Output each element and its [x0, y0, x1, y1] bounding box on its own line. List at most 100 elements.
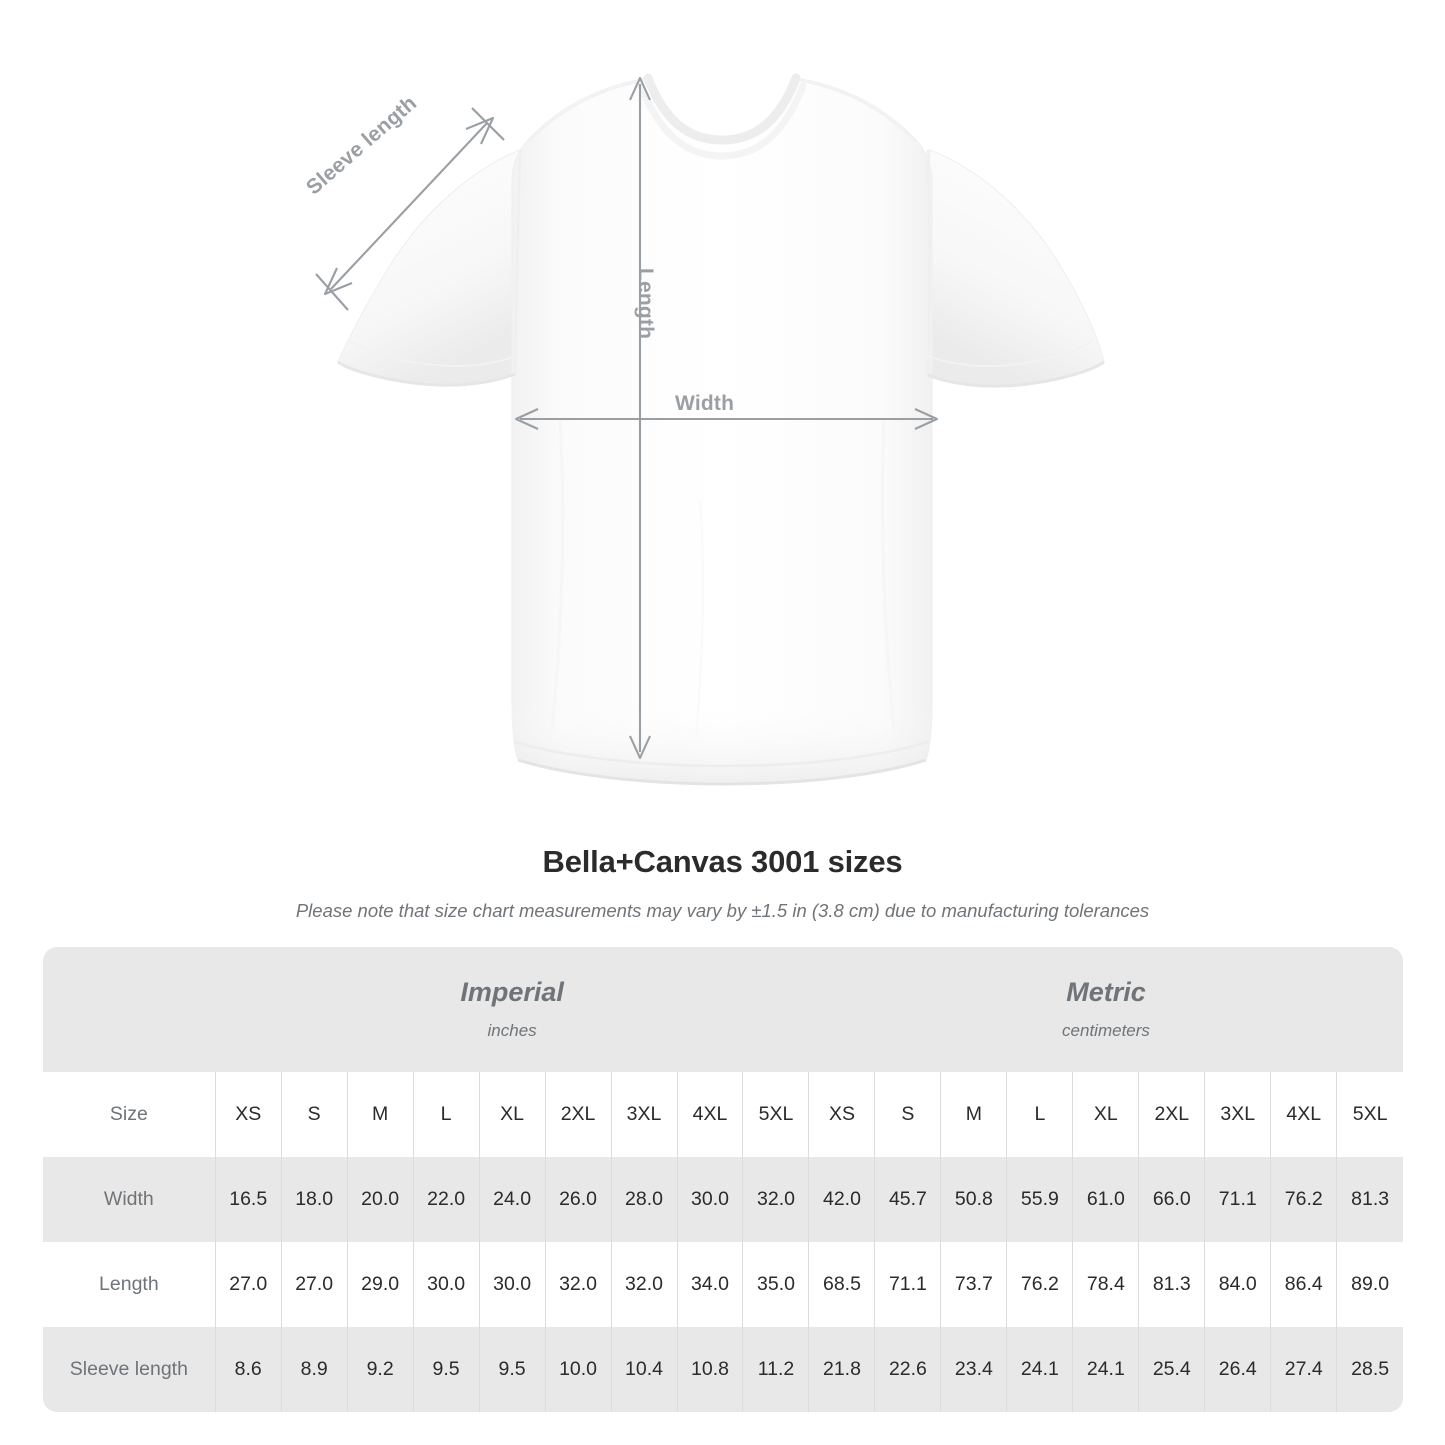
table-cell: 9.5: [412, 1327, 480, 1412]
table-cell: 10.8: [676, 1327, 743, 1412]
table-cell: 27.0: [214, 1242, 282, 1327]
product-illustration: Sleeve length Length Width: [302, 73, 1105, 786]
table-cell: 32.0: [610, 1242, 677, 1327]
unit-group-metric-unit: centimeters: [1062, 1021, 1150, 1041]
table-row: Length 27.0 27.0 29.0 30.0 30.0 32.0 32.…: [43, 1242, 1403, 1327]
size-column-header: XS: [214, 1072, 282, 1157]
table-cell: 22.0: [412, 1157, 480, 1242]
table-cell: 50.8: [940, 1157, 1007, 1242]
unit-group-imperial-name: Imperial: [460, 976, 564, 1007]
table-cell: 81.3: [1336, 1157, 1403, 1242]
size-column-header: 2XL: [544, 1072, 612, 1157]
table-cell: 9.5: [478, 1327, 546, 1412]
table-cell: 42.0: [808, 1157, 875, 1242]
table-cell: 61.0: [1072, 1157, 1139, 1242]
table-cell: 20.0: [346, 1157, 414, 1242]
table-cell: 10.4: [610, 1327, 677, 1412]
table-cell: 71.1: [874, 1242, 941, 1327]
table-cell: 22.6: [874, 1327, 941, 1412]
unit-group-imperial-unit: inches: [487, 1021, 537, 1041]
size-column-header: S: [874, 1072, 941, 1157]
table-cell: 32.0: [742, 1157, 809, 1242]
size-column-header: M: [346, 1072, 414, 1157]
unit-group-metric-name: Metric: [1066, 976, 1146, 1007]
size-table: Imperial inches Metric centimeters Size …: [43, 947, 1403, 1412]
table-cell: 76.2: [1270, 1157, 1337, 1242]
sleeve-length-dimension-arrow: [315, 107, 505, 311]
unit-group-imperial: Imperial inches: [215, 947, 809, 1072]
table-cell: 66.0: [1138, 1157, 1205, 1242]
table-cell: 28.0: [610, 1157, 677, 1242]
table-cell: 30.0: [412, 1242, 480, 1327]
table-cell: 25.4: [1138, 1327, 1205, 1412]
size-column-header: L: [412, 1072, 480, 1157]
table-cell: 23.4: [940, 1327, 1007, 1412]
table-cell: 18.0: [280, 1157, 348, 1242]
table-cell: 30.0: [676, 1157, 743, 1242]
row-label: Sleeve length: [43, 1327, 216, 1412]
table-cell: 32.0: [544, 1242, 612, 1327]
table-cell: 73.7: [940, 1242, 1007, 1327]
table-cell: 24.1: [1006, 1327, 1073, 1412]
size-row-header: Size: [43, 1072, 216, 1157]
size-column-header: L: [1006, 1072, 1073, 1157]
size-column-header: XS: [808, 1072, 875, 1157]
table-cell: 71.1: [1204, 1157, 1271, 1242]
chart-heading: Bella+Canvas 3001 sizes Please note that…: [0, 830, 1445, 922]
tshirt-diagram: [315, 73, 1105, 786]
page-title: Bella+Canvas 3001 sizes: [542, 844, 903, 879]
table-row: Sleeve length 8.6 8.9 9.2 9.5 9.5 10.0 1…: [43, 1327, 1403, 1412]
table-cell: 27.4: [1270, 1327, 1337, 1412]
table-cell: 24.1: [1072, 1327, 1139, 1412]
table-cell: 34.0: [676, 1242, 743, 1327]
size-column-header: 5XL: [742, 1072, 809, 1157]
width-dimension-arrow: [514, 408, 939, 430]
table-row: Width 16.5 18.0 20.0 22.0 24.0 26.0 28.0…: [43, 1157, 1403, 1242]
table-cell: 27.0: [280, 1242, 348, 1327]
table-cell: 26.4: [1204, 1327, 1271, 1412]
table-cell: 84.0: [1204, 1242, 1271, 1327]
table-cell: 55.9: [1006, 1157, 1073, 1242]
size-column-header: S: [280, 1072, 348, 1157]
size-column-header: 3XL: [610, 1072, 677, 1157]
width-annotation-label: Width: [675, 392, 735, 415]
table-cell: 30.0: [478, 1242, 546, 1327]
table-cell: 78.4: [1072, 1242, 1139, 1327]
shirt-body-shape: [337, 73, 1105, 786]
row-label: Width: [43, 1157, 216, 1242]
size-column-header: XL: [1072, 1072, 1139, 1157]
table-cell: 10.0: [544, 1327, 612, 1412]
table-cell: 89.0: [1336, 1242, 1403, 1327]
table-cell: 21.8: [808, 1327, 875, 1412]
table-cell: 16.5: [214, 1157, 282, 1242]
tolerance-note: Please note that size chart measurements…: [295, 900, 1150, 921]
unit-group-row: Imperial inches Metric centimeters: [43, 947, 1403, 1072]
table-cell: 24.0: [478, 1157, 546, 1242]
table-cell: 76.2: [1006, 1242, 1073, 1327]
table-cell: 68.5: [808, 1242, 875, 1327]
size-column-header: 4XL: [1270, 1072, 1337, 1157]
table-cell: 8.9: [280, 1327, 348, 1412]
table-cell: 35.0: [742, 1242, 809, 1327]
size-header-row: Size XS S M L XL 2XL 3XL 4XL 5XL XS S M …: [43, 1072, 1403, 1157]
table-cell: 45.7: [874, 1157, 941, 1242]
size-column-header: XL: [478, 1072, 546, 1157]
table-cell: 8.6: [214, 1327, 282, 1412]
table-cell: 29.0: [346, 1242, 414, 1327]
table-cell: 9.2: [346, 1327, 414, 1412]
row-label: Length: [43, 1242, 216, 1327]
size-column-header: 5XL: [1336, 1072, 1403, 1157]
size-column-header: 4XL: [676, 1072, 743, 1157]
unit-group-metric: Metric centimeters: [808, 947, 1403, 1072]
unit-row-spacer: [43, 947, 216, 1072]
table-cell: 26.0: [544, 1157, 612, 1242]
size-column-header: M: [940, 1072, 1007, 1157]
table-cell: 28.5: [1336, 1327, 1403, 1412]
table-cell: 11.2: [742, 1327, 809, 1412]
size-table-container: Imperial inches Metric centimeters Size …: [43, 947, 1403, 1412]
size-column-header: 3XL: [1204, 1072, 1271, 1157]
table-cell: 81.3: [1138, 1242, 1205, 1327]
length-annotation-label: Length: [634, 268, 657, 340]
size-column-header: 2XL: [1138, 1072, 1205, 1157]
